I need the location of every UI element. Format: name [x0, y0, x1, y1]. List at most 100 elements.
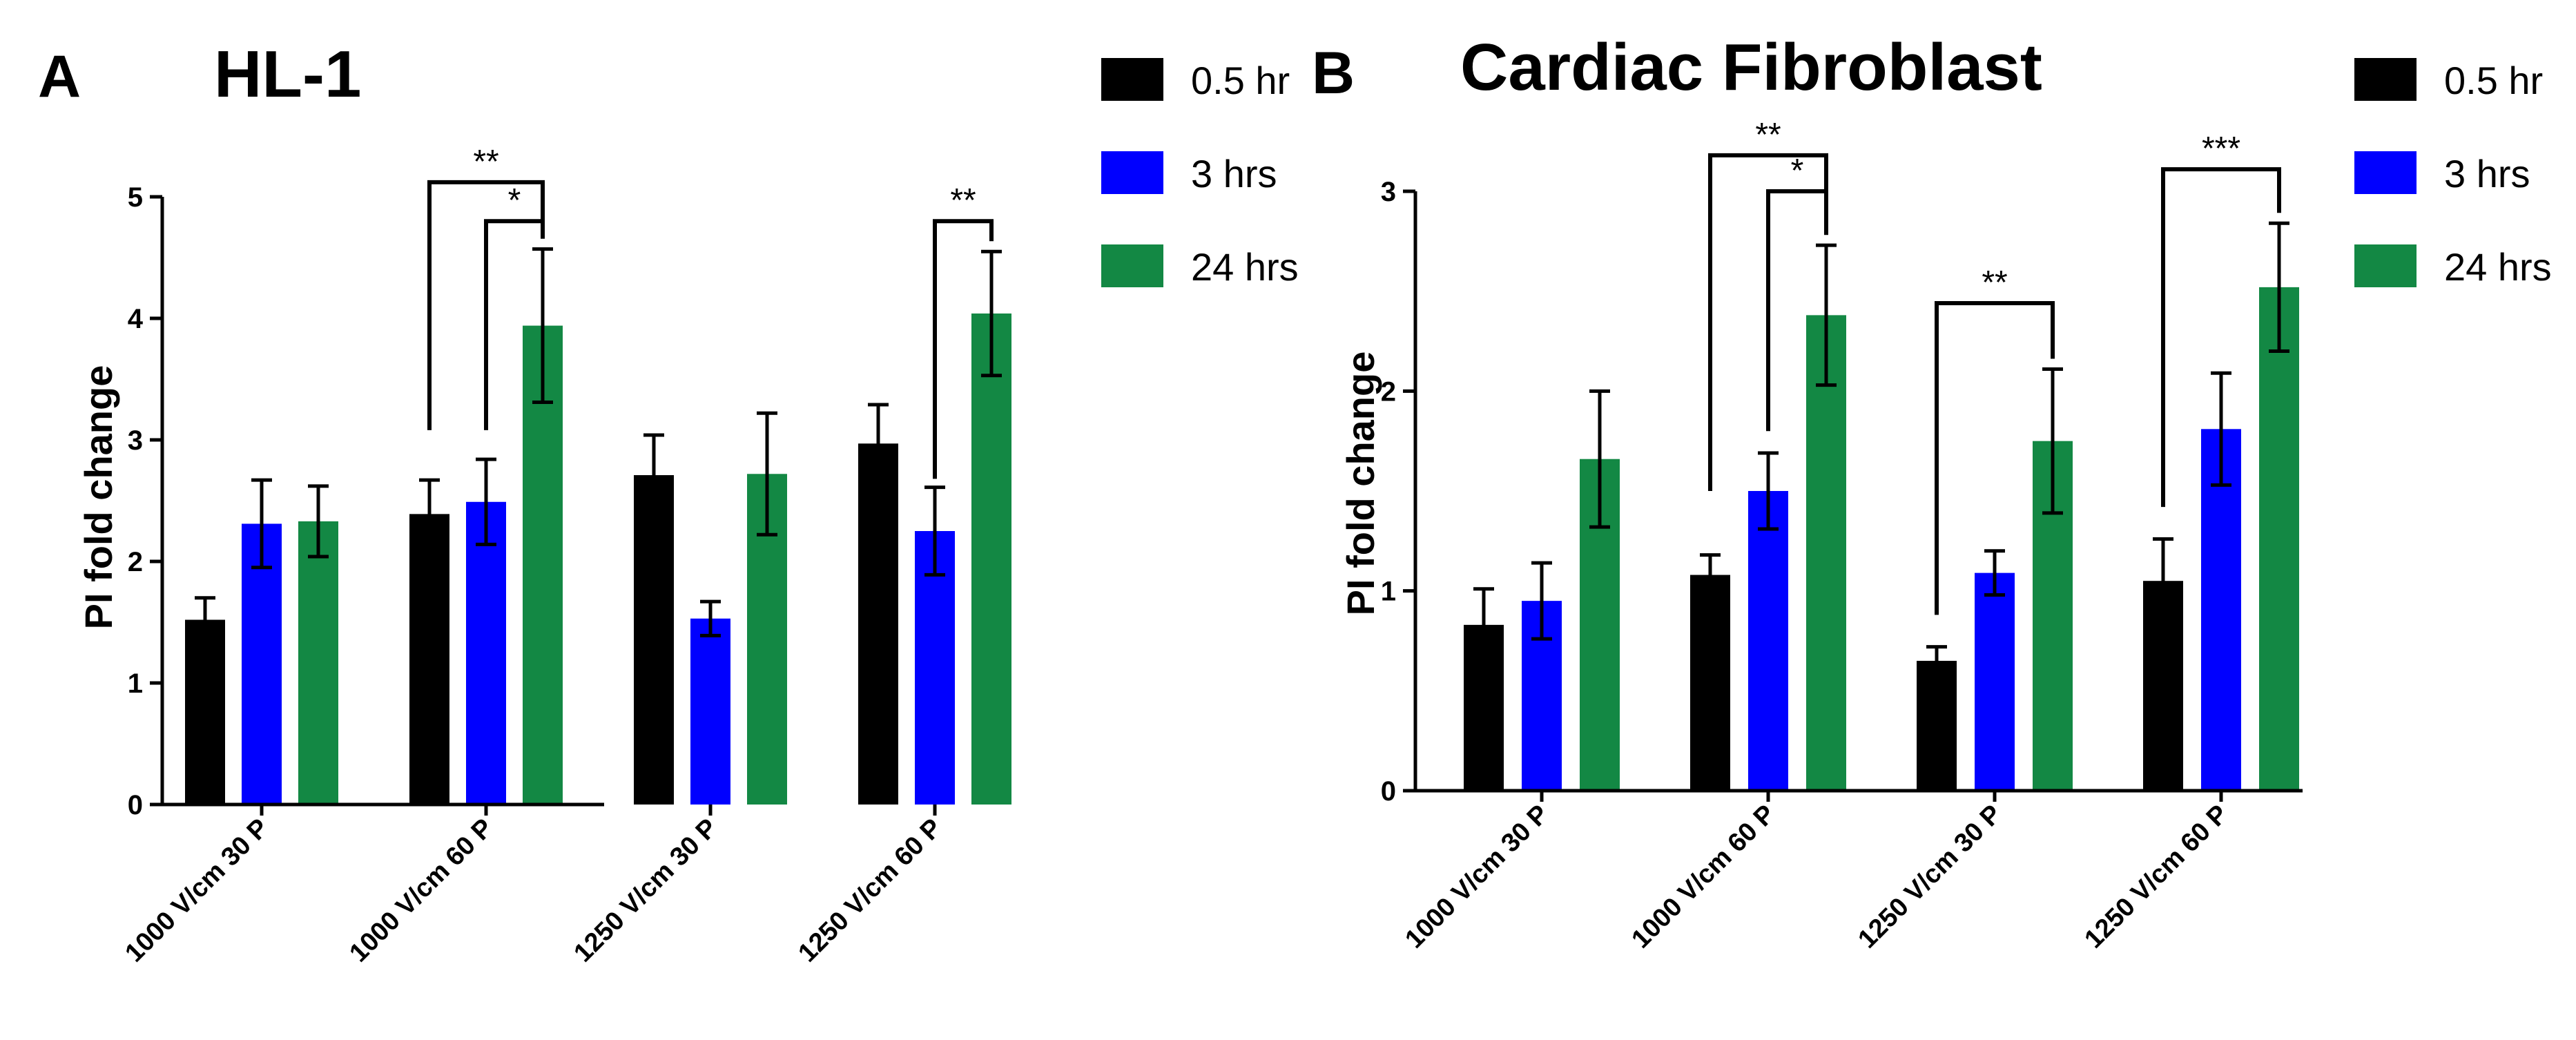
error-bar	[643, 433, 664, 517]
error-bar	[2211, 371, 2231, 487]
significance-label: **	[950, 182, 976, 219]
legend-label: 0.5 hr	[1191, 59, 1290, 102]
x-tick-label: 1250 V/cm 30 P	[1852, 800, 2007, 954]
legend-entry: 3 hrs	[2354, 151, 2530, 195]
error-bar	[2042, 367, 2063, 515]
error-bar	[308, 484, 329, 559]
error-bar	[924, 485, 945, 577]
y-tick-label: 3	[1381, 177, 1396, 207]
x-tick-label: 1250 V/cm 30 P	[568, 813, 723, 968]
bar	[242, 523, 282, 805]
panel-a-significance: *** **	[427, 144, 994, 479]
error-bar	[1758, 451, 1779, 531]
panel-b-title: Cardiac Fibroblast	[1460, 30, 2042, 104]
error-bar	[2153, 537, 2173, 625]
y-tick-label: 5	[128, 182, 143, 213]
legend-swatch	[1101, 58, 1163, 101]
y-tick-label: 1	[128, 668, 143, 699]
bar	[298, 521, 338, 805]
panel-b-bars	[1464, 287, 2299, 791]
error-bar	[476, 457, 496, 546]
x-tick-label: 1000 V/cm 30 P	[1400, 800, 1554, 954]
bar	[971, 313, 1011, 805]
significance-bracket: **	[1935, 264, 2055, 615]
x-tick-label: 1000 V/cm 60 P	[344, 813, 498, 968]
y-tick-label: 3	[128, 425, 143, 456]
error-bar	[1984, 549, 2005, 597]
bar	[1690, 575, 1730, 791]
bar	[1806, 315, 1846, 791]
y-tick-label: 0	[1381, 776, 1396, 807]
panel-a-letter: A	[38, 44, 81, 110]
significance-bracket: **	[933, 182, 994, 479]
bar	[2259, 287, 2299, 791]
error-bar	[532, 247, 553, 404]
bar	[858, 443, 898, 805]
y-tick-label: 0	[128, 790, 143, 820]
panel-a-title: HL-1	[214, 37, 361, 111]
bar	[1748, 491, 1788, 791]
error-bar	[419, 478, 440, 550]
error-bar	[1589, 389, 1610, 529]
error-bar	[1816, 243, 1837, 387]
significance-label: **	[1755, 117, 1781, 153]
panel-a-legend: 0.5 hr 3 hrs 24 hrs	[1101, 58, 1299, 289]
x-tick-label: 1000 V/cm 60 P	[1626, 800, 1781, 954]
panel-b-chart: B Cardiac Fibroblast PI fold change 0 1 2 3…	[1312, 30, 2552, 954]
legend-swatch	[1101, 244, 1163, 287]
panel-b-ylabel: PI fold change	[1339, 352, 1382, 616]
legend-swatch	[1101, 151, 1163, 194]
significance-bracket: *	[484, 182, 545, 430]
panel-a-bars	[185, 313, 1011, 805]
bar	[634, 475, 674, 805]
error-bar	[1926, 645, 1947, 677]
bar	[409, 514, 449, 805]
error-bar	[1700, 553, 1721, 597]
significance-label: ***	[2202, 131, 2240, 167]
error-bar	[1531, 561, 1552, 641]
error-bar	[757, 411, 777, 537]
bar	[523, 325, 563, 805]
error-bar	[700, 599, 721, 637]
legend-entry: 24 hrs	[1101, 244, 1299, 289]
x-tick-label: 1250 V/cm 60 P	[2079, 800, 2234, 954]
bar	[915, 531, 955, 805]
panel-a-error-bars	[195, 247, 1002, 644]
significance-label: *	[1791, 153, 1804, 189]
legend-entry: 24 hrs	[2354, 244, 2552, 289]
panel-b-axes	[1413, 191, 2303, 793]
panel-a-ylabel: PI fold change	[77, 365, 120, 630]
y-tick-label: 4	[128, 304, 144, 334]
bar	[1917, 660, 1957, 791]
y-tick-label: 1	[1381, 577, 1396, 607]
legend-label: 3 hrs	[2444, 152, 2530, 195]
legend-swatch	[2354, 58, 2417, 101]
panel-a-chart: A HL-1 PI fold change 0 1 2 3 4 5 1000 V/cm 30…	[38, 37, 1299, 968]
significance-label: **	[473, 144, 498, 180]
panel-b-significance: ********	[1708, 117, 2281, 615]
x-tick-label: 1000 V/cm 30 P	[119, 813, 274, 968]
panel-b-error-bars	[1473, 221, 2289, 677]
legend-label: 0.5 hr	[2444, 59, 2543, 102]
error-bar	[251, 478, 272, 570]
significance-bracket: *	[1766, 153, 1828, 432]
significance-label: **	[1982, 264, 2007, 301]
y-tick-label: 2	[1381, 376, 1396, 407]
bar	[466, 501, 506, 805]
legend-label: 24 hrs	[1191, 245, 1299, 289]
bar	[690, 618, 730, 805]
panel-b-letter: B	[1312, 40, 1355, 106]
legend-swatch	[2354, 244, 2417, 287]
significance-label: *	[508, 182, 521, 219]
significance-bracket: **	[427, 144, 545, 430]
error-bar	[1473, 587, 1494, 663]
x-tick-label: 1250 V/cm 60 P	[793, 813, 947, 968]
legend-entry: 0.5 hr	[2354, 58, 2543, 102]
legend-swatch	[2354, 151, 2417, 194]
error-bar	[868, 403, 889, 485]
legend-entry: 0.5 hr	[1101, 58, 1290, 102]
error-bar	[981, 249, 1002, 378]
legend-label: 24 hrs	[2444, 245, 2552, 289]
bar	[185, 619, 225, 805]
